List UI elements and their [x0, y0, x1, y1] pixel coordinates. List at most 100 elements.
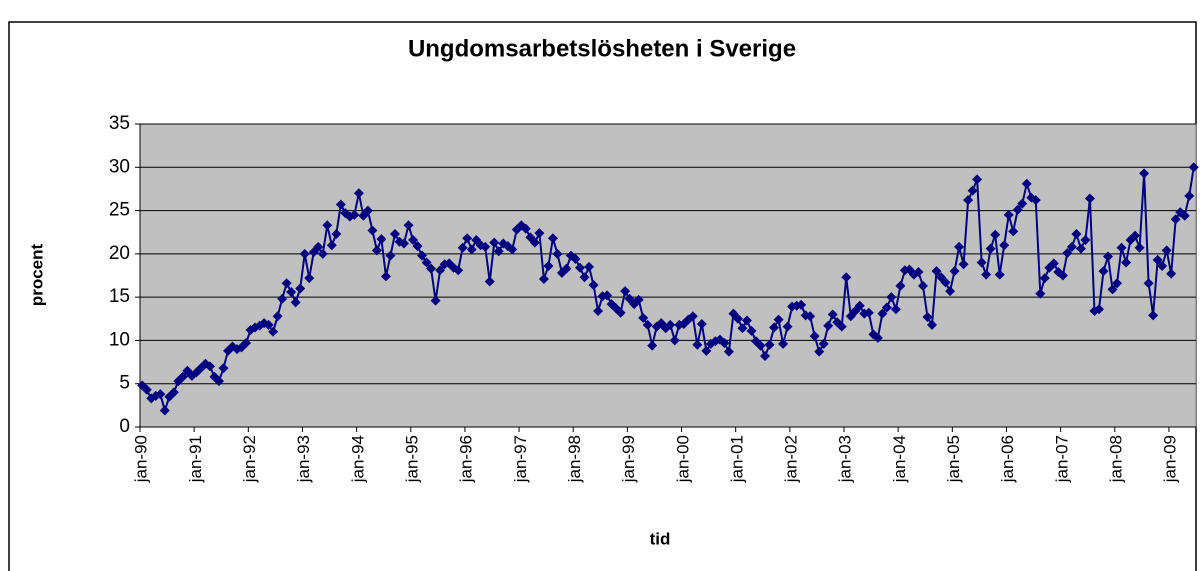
x-tick-label: jan-93 [294, 435, 313, 483]
data-marker [543, 260, 554, 271]
data-marker [304, 273, 315, 284]
data-marker [408, 235, 419, 246]
data-marker [349, 209, 360, 220]
data-marker [241, 338, 252, 349]
data-marker [1030, 195, 1041, 206]
data-marker [972, 174, 983, 185]
x-tick-label: jan-91 [186, 435, 205, 483]
data-marker [1116, 242, 1127, 253]
data-marker [633, 294, 644, 305]
data-marker [286, 286, 297, 297]
data-marker [552, 248, 563, 259]
data-marker [723, 346, 734, 357]
y-tick-label: 35 [109, 113, 130, 134]
data-marker [1003, 209, 1014, 220]
data-marker [159, 405, 170, 416]
data-marker [1166, 268, 1177, 279]
data-marker [263, 319, 274, 330]
data-marker [949, 266, 960, 277]
data-marker [177, 371, 188, 382]
data-marker [940, 277, 951, 288]
data-marker [841, 272, 852, 283]
data-marker [575, 262, 585, 273]
x-tick-label: jan-94 [348, 435, 367, 483]
data-marker [1157, 260, 1168, 271]
data-marker [588, 280, 599, 291]
x-tick-label: jan-97 [511, 435, 530, 483]
data-marker [1130, 230, 1141, 241]
data-marker [773, 314, 784, 325]
x-tick-label: jan-02 [782, 435, 801, 483]
data-marker [1057, 270, 1068, 281]
data-marker [1093, 304, 1104, 315]
data-marker [963, 195, 974, 206]
data-marker [484, 276, 495, 287]
data-marker [313, 241, 324, 252]
data-marker [380, 271, 391, 282]
data-marker [277, 293, 288, 304]
data-marker [371, 245, 382, 256]
data-marker [389, 228, 400, 239]
data-marker [547, 233, 558, 244]
x-tick-label: jan-98 [565, 435, 584, 483]
data-marker [823, 320, 834, 331]
data-marker [1184, 190, 1195, 201]
y-tick-label: 30 [109, 156, 130, 177]
chart-title: Ungdomsarbetslösheten i Sverige [408, 35, 796, 62]
data-marker [1121, 257, 1132, 268]
data-marker [615, 307, 626, 318]
data-marker [1098, 266, 1109, 277]
data-marker [927, 319, 937, 330]
data-marker [1012, 204, 1023, 215]
data-marker [602, 290, 613, 301]
data-marker [435, 265, 446, 276]
x-tick-label: jan-99 [619, 435, 638, 483]
data-marker [990, 229, 1001, 240]
data-marker [746, 325, 757, 336]
data-marker [642, 319, 653, 330]
data-marker [213, 376, 224, 387]
data-marker [895, 280, 906, 291]
data-marker [155, 389, 166, 400]
data-marker [430, 295, 441, 306]
data-marker [994, 269, 1005, 280]
data-marker [331, 228, 342, 239]
x-tick-label: jan-90 [132, 435, 151, 483]
data-marker [796, 299, 807, 310]
data-marker [647, 340, 658, 351]
data-marker [295, 283, 306, 294]
data-marker [579, 272, 590, 283]
data-marker [1179, 210, 1190, 221]
data-marker [1075, 243, 1086, 254]
data-marker [692, 339, 703, 350]
x-tick-label: jan-95 [403, 435, 422, 483]
data-marker [769, 322, 780, 333]
data-marker [701, 345, 712, 356]
data-marker [863, 307, 874, 318]
data-marker [805, 311, 816, 322]
data-marker [353, 188, 364, 199]
data-marker [399, 238, 409, 249]
data-marker [669, 335, 680, 346]
x-tick-label: jan-05 [944, 435, 963, 483]
data-marker [760, 351, 771, 362]
data-marker [872, 332, 883, 343]
data-marker [520, 223, 531, 234]
x-tick-label: jan-04 [890, 435, 909, 483]
data-marker [967, 185, 978, 196]
data-marker [218, 363, 229, 374]
data-marker [1107, 284, 1118, 295]
data-marker [1071, 228, 1082, 239]
data-marker [421, 257, 432, 268]
y-tick-label: 5 [119, 373, 130, 394]
data-marker [886, 292, 897, 303]
data-marker [1139, 168, 1150, 179]
data-marker [778, 338, 789, 349]
x-axis-label: tid [650, 529, 671, 548]
y-tick-label: 15 [109, 286, 130, 307]
data-marker [1134, 242, 1145, 253]
data-marker [1080, 235, 1091, 246]
data-marker [958, 259, 969, 270]
